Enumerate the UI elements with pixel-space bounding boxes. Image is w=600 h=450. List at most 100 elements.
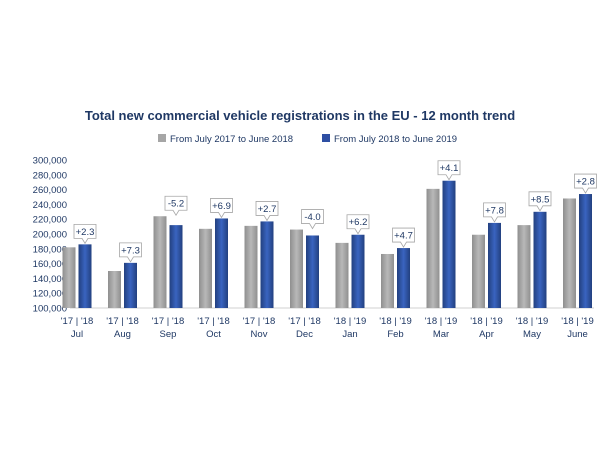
bar-series-2 [442, 180, 456, 308]
callout-label: -5.2 [168, 199, 184, 210]
x-pair-label: '18 | '19 [334, 316, 367, 327]
y-tick-label: 300,000 [33, 156, 67, 167]
x-pair-label: '18 | '19 [425, 316, 458, 327]
change-callout: +8.5 [528, 191, 552, 212]
callout-box [73, 223, 97, 245]
bar-series-1 [290, 229, 303, 308]
bar-series-2 [260, 221, 274, 308]
callout-label: +7.3 [121, 245, 140, 256]
change-callout: +2.7 [255, 201, 279, 222]
y-tick-label: 160,000 [33, 259, 67, 270]
chart-title: Total new commercial vehicle registratio… [85, 108, 515, 123]
bar-series-1 [153, 216, 167, 308]
x-axis: '17 | '18 Jul '17 | '18 Aug '17 | '18 Sep '17 … [61, 316, 594, 340]
change-callout: -5.2 [164, 195, 188, 217]
callout-label: +2.7 [258, 204, 277, 215]
callout-box [301, 209, 324, 230]
callout-box [210, 198, 233, 219]
change-callout: +4.7 [392, 227, 415, 248]
x-category-label: Jan [342, 329, 357, 340]
bar-series-1 [472, 234, 485, 308]
callout-label: +4.7 [394, 231, 413, 242]
change-callout: +4.1 [437, 160, 461, 181]
callout-box [528, 191, 552, 212]
y-tick-label: 260,000 [33, 185, 67, 196]
x-category-label: Mar [433, 329, 449, 340]
bar-series-1 [426, 188, 440, 308]
x-category-label: Aug [114, 329, 131, 340]
bar-series-2 [533, 211, 547, 308]
bar-series-2 [306, 235, 319, 308]
callout-label: +7.8 [485, 205, 504, 216]
bar-series-1 [335, 242, 349, 308]
bar-series-2 [78, 244, 92, 308]
x-pair-label: '18 | '19 [561, 316, 594, 327]
y-tick-label: 100,000 [33, 304, 67, 315]
x-pair-label: '17 | '18 [197, 316, 230, 327]
bar-series-2 [488, 222, 501, 308]
y-tick-label: 280,000 [33, 170, 67, 181]
callout-label: +2.8 [576, 177, 595, 188]
bar-series-2 [124, 262, 137, 308]
y-tick-label: 140,000 [33, 274, 67, 285]
bar-series-1 [108, 271, 121, 308]
y-tick-label: 120,000 [33, 289, 67, 300]
callout-box [119, 242, 142, 263]
x-pair-label: '18 | '19 [470, 316, 503, 327]
callout-box [392, 227, 415, 248]
y-tick-label: 240,000 [33, 200, 67, 211]
legend-swatch-series-1 [158, 134, 166, 142]
bar-series-2 [579, 194, 592, 308]
x-category-label: June [567, 329, 588, 340]
change-callout: +7.8 [483, 202, 506, 223]
change-callout: -4.0 [301, 209, 324, 230]
x-category-label: Nov [251, 329, 268, 340]
x-pair-label: '17 | '18 [243, 316, 276, 327]
callout-label: +4.1 [440, 163, 459, 174]
legend: From July 2017 to June 2018 From July 20… [158, 134, 457, 145]
change-callout: +6.2 [346, 214, 370, 235]
x-pair-label: '17 | '18 [61, 316, 94, 327]
change-callout: +2.3 [73, 223, 97, 245]
bar-series-1 [244, 225, 258, 308]
bar-series-1 [563, 198, 576, 308]
x-category-label: Oct [206, 329, 221, 340]
legend-label-series-2: From July 2018 to June 2019 [334, 134, 457, 145]
callouts: +2.3 +7.3 -5.2 +6.9 +2.7 -4.0 +6.2 +4.7 +4.1 +7.8… [73, 160, 597, 263]
bar-series-2 [351, 234, 365, 308]
change-callout: +7.3 [119, 242, 142, 263]
bar-series-1 [381, 253, 394, 308]
callout-box [346, 214, 370, 235]
y-axis: 300,000 280,000 260,000 240,000 220,000 200,0… [33, 156, 594, 315]
legend-swatch-series-2 [322, 134, 330, 142]
change-callout: +2.8 [574, 173, 597, 194]
x-pair-label: '18 | '19 [379, 316, 412, 327]
bar-series-1 [62, 247, 76, 308]
bar-series-2 [169, 225, 183, 308]
x-pair-label: '17 | '18 [152, 316, 185, 327]
callout-box [574, 173, 597, 194]
bars [62, 180, 592, 308]
bar-series-2 [397, 248, 410, 308]
x-category-label: May [523, 329, 541, 340]
x-category-label: Jul [71, 329, 83, 340]
legend-label-series-1: From July 2017 to June 2018 [170, 134, 293, 145]
bar-series-1 [199, 228, 212, 308]
callout-box [437, 160, 461, 181]
callout-box [164, 195, 188, 217]
x-pair-label: '17 | '18 [288, 316, 321, 327]
change-callout: +6.9 [210, 198, 233, 219]
x-category-label: Sep [160, 329, 177, 340]
callout-box [483, 202, 506, 223]
bar-series-2 [215, 218, 228, 308]
callout-label: +6.9 [212, 201, 231, 212]
bar-series-1 [517, 225, 531, 308]
y-tick-label: 220,000 [33, 215, 67, 226]
callout-box [255, 201, 279, 222]
x-category-label: Feb [387, 329, 403, 340]
callout-label: +6.2 [349, 217, 368, 228]
x-pair-label: '18 | '19 [516, 316, 549, 327]
x-category-label: Dec [296, 329, 313, 340]
callout-label: -4.0 [304, 212, 320, 223]
